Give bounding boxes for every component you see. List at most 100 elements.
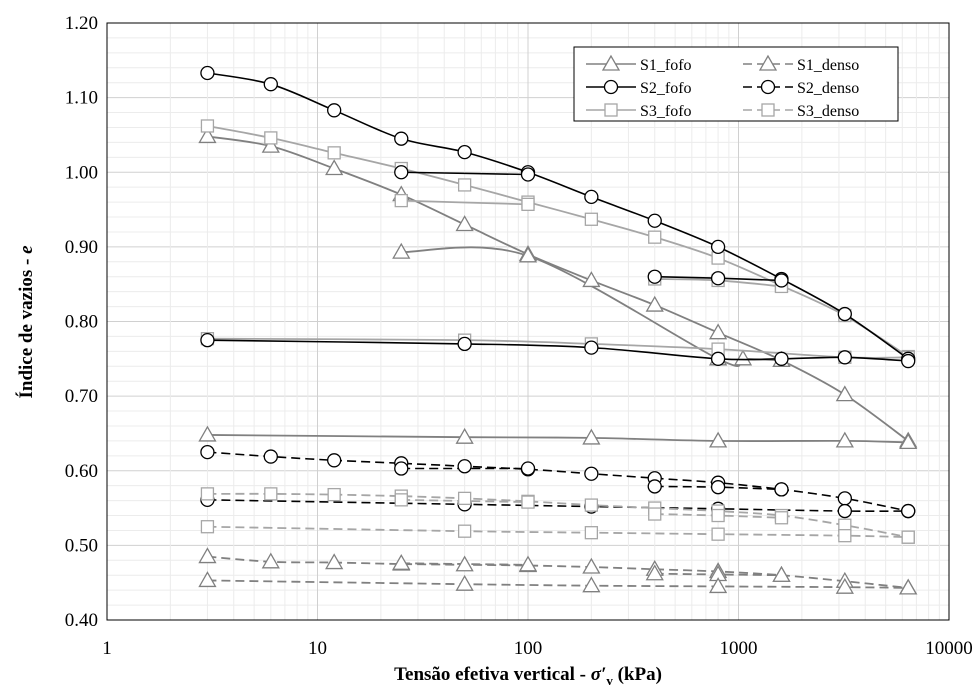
series-line	[401, 171, 529, 176]
data-point	[711, 508, 725, 523]
y-axis-title: Índice de vazios - e	[15, 245, 37, 399]
data-point	[901, 353, 916, 369]
data-point	[264, 487, 278, 501]
data-point	[835, 385, 854, 402]
data-point	[837, 503, 852, 519]
data-point	[200, 333, 215, 348]
data-point	[582, 428, 601, 445]
data-point	[518, 246, 538, 263]
x-axis-title: Tensão efetiva vertical - σ′v (kPa)	[394, 664, 662, 688]
data-point	[392, 242, 411, 259]
y-tick-label: 0.90	[65, 237, 98, 258]
data-point	[457, 524, 472, 538]
data-point	[200, 65, 215, 81]
data-point	[584, 466, 599, 481]
data-point	[261, 136, 280, 153]
legend: S1_fofo S1_denso S2_fofo S2_denso S3_fofo S3_…	[573, 46, 899, 122]
data-point	[837, 350, 852, 365]
data-point	[710, 480, 726, 495]
data-point	[899, 433, 918, 450]
data-point	[200, 487, 215, 501]
data-point	[455, 574, 474, 591]
data-point	[582, 557, 601, 574]
tick-labels: 0.40 0.50 0.60 0.70 0.80 0.90 1.00 1.10 1.20 1 10 1…	[65, 13, 973, 659]
legend-item-s3-denso: S3_denso	[743, 103, 859, 120]
legend-label: S2_fofo	[640, 80, 692, 97]
x-tick-label: 100	[514, 638, 543, 659]
data-point	[772, 565, 791, 582]
series-s1-denso	[198, 547, 918, 595]
series-s2-fofo	[200, 65, 916, 369]
data-point	[711, 527, 725, 541]
data-point	[327, 103, 342, 118]
data-point	[901, 530, 915, 544]
data-point	[394, 193, 408, 208]
data-point	[198, 127, 217, 144]
legend-item-s1-denso: S1_denso	[743, 54, 859, 74]
data-point	[394, 165, 409, 180]
data-point	[708, 577, 728, 594]
data-point	[394, 461, 409, 476]
legend-item-s2-fofo: S2_fofo	[586, 79, 692, 97]
data-point	[263, 449, 278, 464]
y-tick-label: 0.40	[65, 610, 98, 631]
data-point	[584, 526, 599, 540]
data-point	[394, 131, 409, 146]
series-line	[207, 339, 909, 362]
legend-marker	[603, 79, 619, 95]
data-point	[455, 555, 474, 572]
y-tick-label: 0.80	[65, 312, 98, 333]
data-point	[710, 239, 726, 255]
series-line	[207, 492, 909, 539]
legend-marker	[604, 103, 618, 117]
legend-item-s1-fofo: S1_fofo	[586, 54, 692, 74]
data-point	[582, 271, 601, 288]
data-point	[520, 461, 536, 476]
data-point	[457, 336, 472, 352]
data-point	[584, 498, 599, 512]
legend-marker	[760, 79, 776, 95]
data-point	[200, 444, 215, 460]
data-point	[457, 144, 472, 160]
data-point	[584, 212, 599, 226]
data-point	[200, 520, 215, 534]
legend-marker	[761, 103, 775, 117]
data-point	[901, 503, 916, 519]
data-point	[647, 213, 662, 228]
data-point	[455, 215, 474, 232]
data-point	[200, 119, 215, 133]
data-point	[645, 295, 664, 312]
x-tick-label: 1	[102, 638, 112, 659]
data-point	[327, 487, 341, 502]
data-point	[392, 553, 411, 570]
x-tick-label: 10000	[925, 638, 973, 659]
data-point	[582, 576, 601, 593]
legend-item-s3-fofo: S3_fofo	[586, 103, 692, 120]
data-point	[521, 197, 535, 211]
legend-label: S3_denso	[797, 103, 859, 120]
data-point	[837, 491, 852, 506]
legend-label: S3_fofo	[640, 103, 692, 120]
data-point	[647, 269, 662, 284]
series-s2-denso	[200, 444, 916, 519]
data-point	[647, 479, 662, 494]
data-point	[838, 529, 852, 543]
data-point	[835, 431, 854, 448]
legend-box	[573, 46, 899, 122]
y-tick-label: 1.10	[65, 88, 98, 109]
data-point	[584, 340, 599, 355]
data-point	[263, 77, 278, 92]
data-point	[327, 453, 342, 468]
legend-marker	[601, 54, 621, 71]
data-point	[774, 511, 789, 525]
data-point	[710, 351, 726, 366]
series-line	[207, 451, 909, 512]
y-tick-label: 0.70	[65, 386, 98, 407]
data-point	[327, 146, 341, 160]
data-point	[835, 577, 854, 594]
data-point	[521, 495, 535, 509]
y-tick-label: 0.50	[65, 535, 98, 556]
data-point	[774, 351, 789, 366]
data-point	[198, 425, 217, 442]
